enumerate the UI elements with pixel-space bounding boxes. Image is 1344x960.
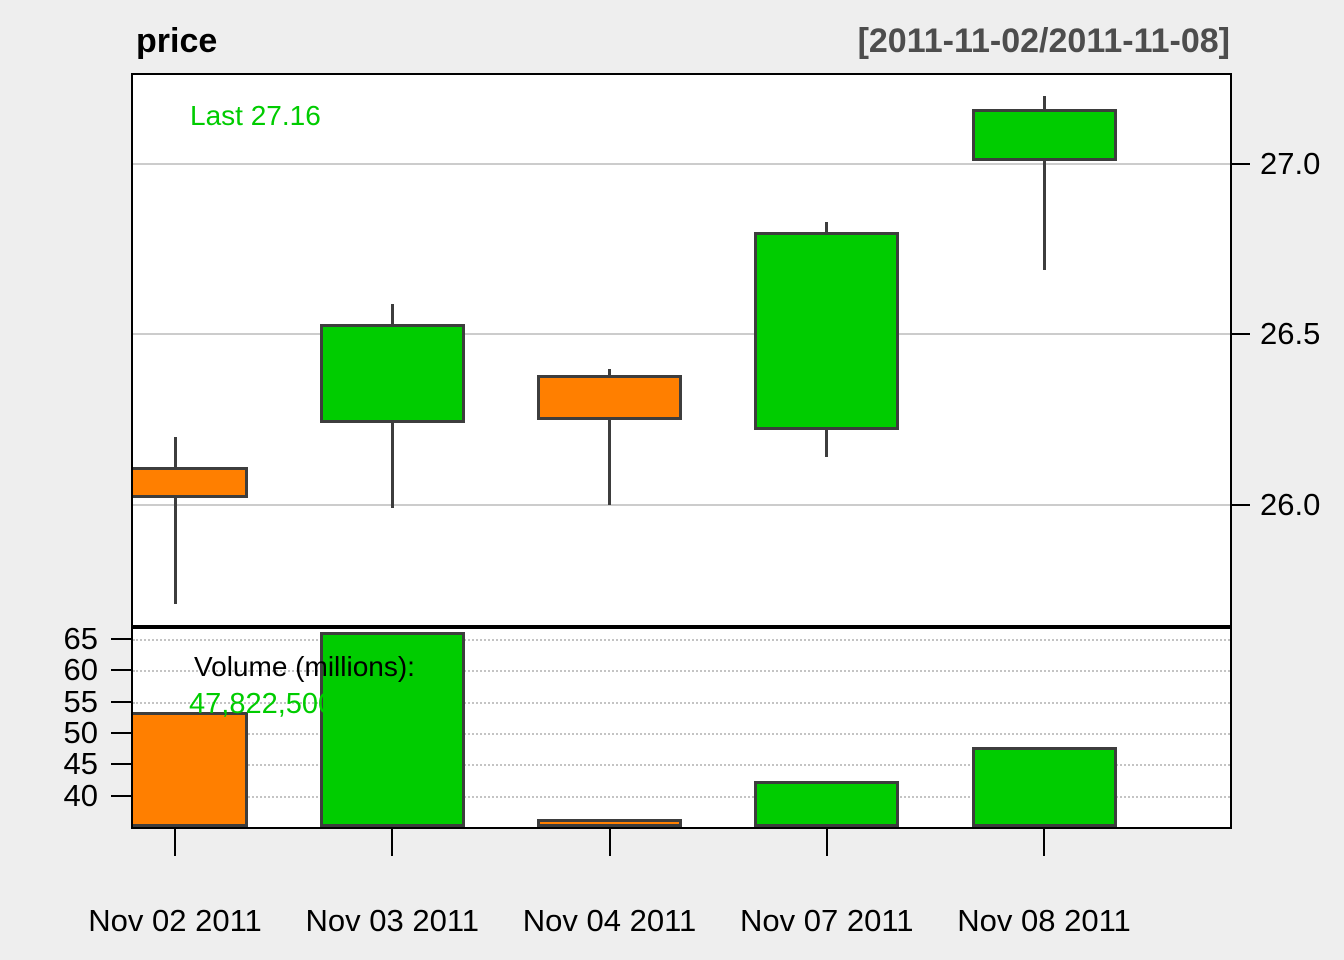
x-axis-label: Nov 08 2011 bbox=[957, 903, 1131, 938]
price-axis-label: 26.0 bbox=[1260, 486, 1321, 522]
volume-bar-nov-02-2011 bbox=[133, 711, 248, 827]
volume-axis-label: 55 bbox=[63, 683, 98, 719]
date-range-label: [2011-11-02/2011-11-08] bbox=[857, 22, 1230, 60]
last-volume-label: 47,822,500 bbox=[189, 688, 335, 720]
volume-bar-nov-08-2011 bbox=[971, 746, 1117, 827]
volume-gridline bbox=[133, 733, 1230, 735]
chart-title: price bbox=[136, 22, 218, 60]
x-axis-label: Nov 02 2011 bbox=[88, 903, 262, 938]
volume-gridline bbox=[133, 764, 1230, 767]
price-axis-tick bbox=[1231, 162, 1250, 165]
candle-wick-nov-08-2011 bbox=[1042, 95, 1046, 270]
price-gridline bbox=[133, 503, 1230, 506]
x-axis-label: Nov 04 2011 bbox=[522, 903, 697, 938]
volume-panel: Volume (millions): 47,822,500 bbox=[131, 627, 1232, 829]
price-gridline bbox=[133, 333, 1230, 336]
x-axis-label: Nov 07 2011 bbox=[740, 903, 914, 938]
volume-gridline bbox=[133, 701, 1230, 704]
price-gridline bbox=[133, 162, 1230, 165]
candle-body-nov-07-2011 bbox=[754, 232, 900, 430]
x-axis-label: Nov 03 2011 bbox=[305, 903, 480, 938]
volume-axis-label: 40 bbox=[63, 777, 98, 813]
x-axis-tick bbox=[825, 829, 828, 856]
x-axis-tick bbox=[391, 829, 394, 856]
volume-gridline bbox=[133, 795, 1230, 798]
x-axis-tick bbox=[608, 829, 611, 856]
candle-body-nov-04-2011 bbox=[537, 375, 682, 420]
price-axis-label: 26.5 bbox=[1260, 316, 1321, 352]
price-panel: Last 27.16 bbox=[131, 73, 1232, 627]
volume-bar-nov-07-2011 bbox=[754, 780, 900, 827]
volume-axis-label: 60 bbox=[63, 652, 98, 688]
x-axis-tick bbox=[174, 829, 176, 856]
price-axis-tick bbox=[1231, 333, 1250, 336]
candle-wick-nov-02-2011 bbox=[173, 436, 177, 604]
volume-gridline bbox=[133, 639, 1230, 642]
volume-axis-label: 65 bbox=[63, 621, 98, 657]
price-axis-tick bbox=[1231, 503, 1250, 506]
volume-gridline bbox=[133, 670, 1230, 673]
volume-axis-tick bbox=[111, 638, 131, 641]
volume-axis-tick bbox=[111, 700, 131, 703]
candle-body-nov-02-2011 bbox=[133, 467, 248, 499]
candle-body-nov-08-2011 bbox=[971, 109, 1117, 161]
volume-axis-label: 45 bbox=[63, 746, 98, 782]
volume-axis-tick bbox=[111, 732, 131, 734]
volume-title-label: Volume (millions): bbox=[194, 651, 415, 682]
volume-axis-tick bbox=[111, 794, 131, 797]
volume-bar-nov-04-2011 bbox=[537, 818, 682, 827]
volume-bar-nov-03-2011 bbox=[319, 632, 465, 827]
candle-body-nov-03-2011 bbox=[319, 324, 465, 424]
volume-axis-label: 50 bbox=[63, 715, 98, 750]
x-axis-tick bbox=[1043, 829, 1045, 856]
volume-axis-tick bbox=[111, 763, 131, 766]
price-axis-label: 27.0 bbox=[1260, 145, 1321, 181]
last-price-label: Last 27.16 bbox=[190, 100, 321, 131]
candle-wick-nov-04-2011 bbox=[608, 368, 611, 505]
volume-axis-tick bbox=[111, 669, 131, 672]
